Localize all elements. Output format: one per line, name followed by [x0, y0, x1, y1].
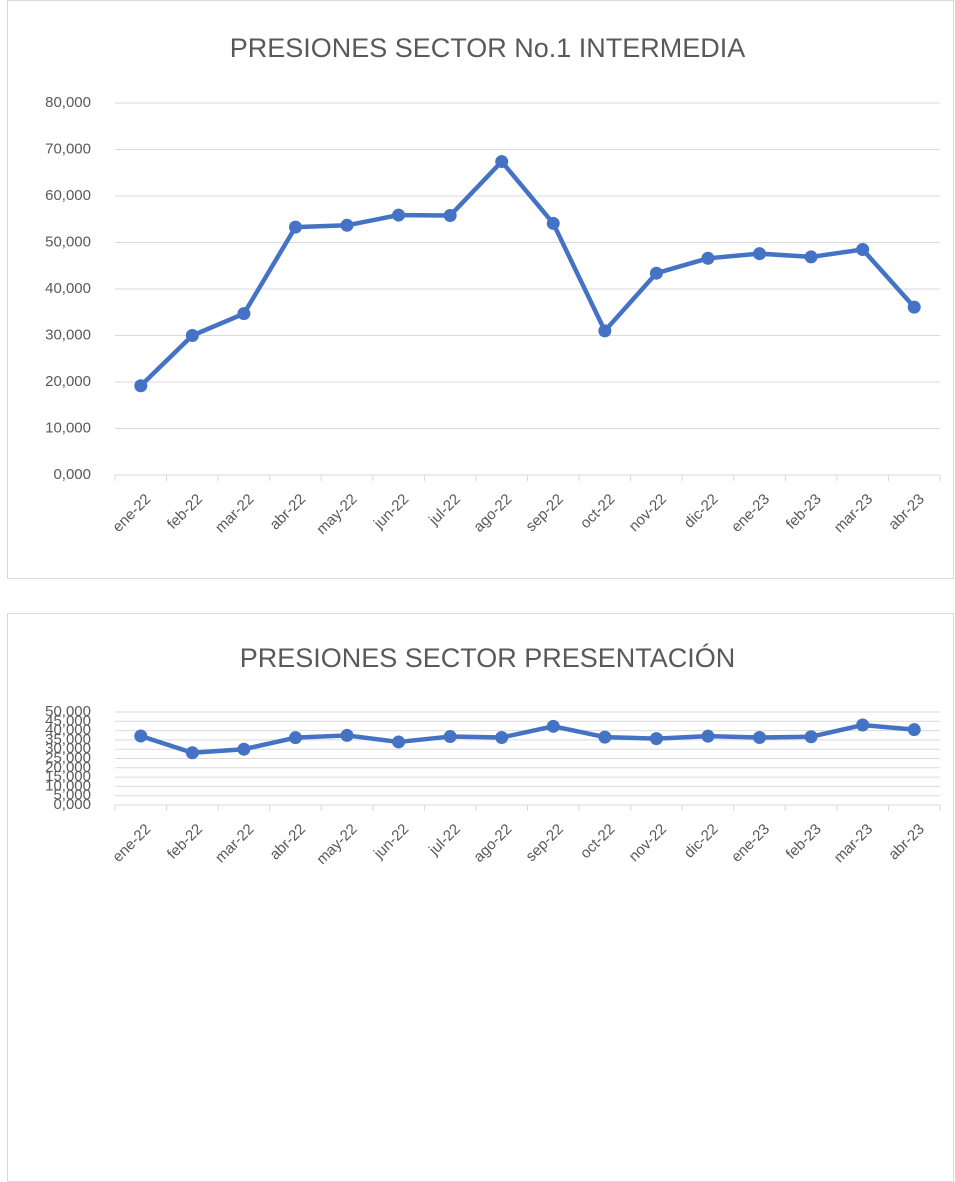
y-tick-label: 60,000	[45, 187, 91, 204]
data-point	[237, 307, 251, 321]
y-tick-label: 40,000	[45, 722, 91, 739]
y-tick-label: 30,000	[45, 740, 91, 757]
data-point	[443, 730, 457, 744]
y-tick-label: 0,000	[53, 796, 91, 813]
data-point	[804, 250, 818, 264]
data-point	[907, 300, 921, 314]
data-point	[649, 732, 663, 746]
y-tick-label: 25,000	[45, 749, 91, 766]
data-point	[856, 242, 870, 256]
y-tick-label: 50,000	[45, 233, 91, 250]
data-point	[392, 208, 406, 222]
y-tick-label: 15,000	[45, 768, 91, 785]
data-point	[134, 729, 148, 743]
data-point	[546, 719, 560, 733]
data-point	[185, 329, 199, 342]
data-point	[134, 379, 148, 393]
y-tick-label: 5,000	[53, 787, 91, 804]
data-point	[598, 730, 612, 744]
y-tick-label: 35,000	[45, 731, 91, 748]
data-point	[288, 731, 302, 745]
y-tick-label: 80,000	[45, 94, 91, 111]
data-point	[907, 723, 921, 737]
series-line	[140, 722, 915, 755]
data-point	[804, 730, 818, 744]
data-point	[546, 216, 560, 230]
y-tick-label: 50,000	[45, 703, 91, 720]
y-tick-label: 20,000	[45, 373, 91, 390]
data-point	[856, 718, 870, 732]
y-tick-label: 20,000	[45, 759, 91, 776]
chart-frame	[7, 613, 954, 1182]
data-point	[185, 746, 199, 760]
y-tick-label: 40,000	[45, 280, 91, 297]
data-point	[495, 155, 509, 169]
data-point	[288, 220, 302, 234]
data-point	[237, 742, 251, 756]
data-point	[701, 251, 715, 265]
data-point	[753, 730, 767, 744]
y-tick-label: 45,000	[45, 712, 91, 729]
y-tick-label: 0,000	[53, 466, 91, 483]
series-line	[139, 159, 916, 388]
data-point	[443, 209, 457, 223]
data-point	[649, 266, 663, 280]
y-tick-label: 70,000	[45, 140, 91, 157]
data-point	[495, 730, 509, 744]
y-tick-label: 10,000	[45, 419, 91, 436]
data-point	[753, 247, 767, 261]
data-point	[392, 735, 406, 749]
data-point	[340, 218, 354, 232]
data-point	[598, 324, 612, 338]
data-point	[340, 728, 354, 742]
chart-title: PRESIONES SECTOR No.1 INTERMEDIA	[230, 33, 746, 63]
chart-title: PRESIONES SECTOR PRESENTACIÓN	[240, 642, 736, 673]
y-tick-label: 30,000	[45, 326, 91, 343]
data-point	[701, 729, 715, 743]
y-tick-label: 10,000	[45, 777, 91, 794]
